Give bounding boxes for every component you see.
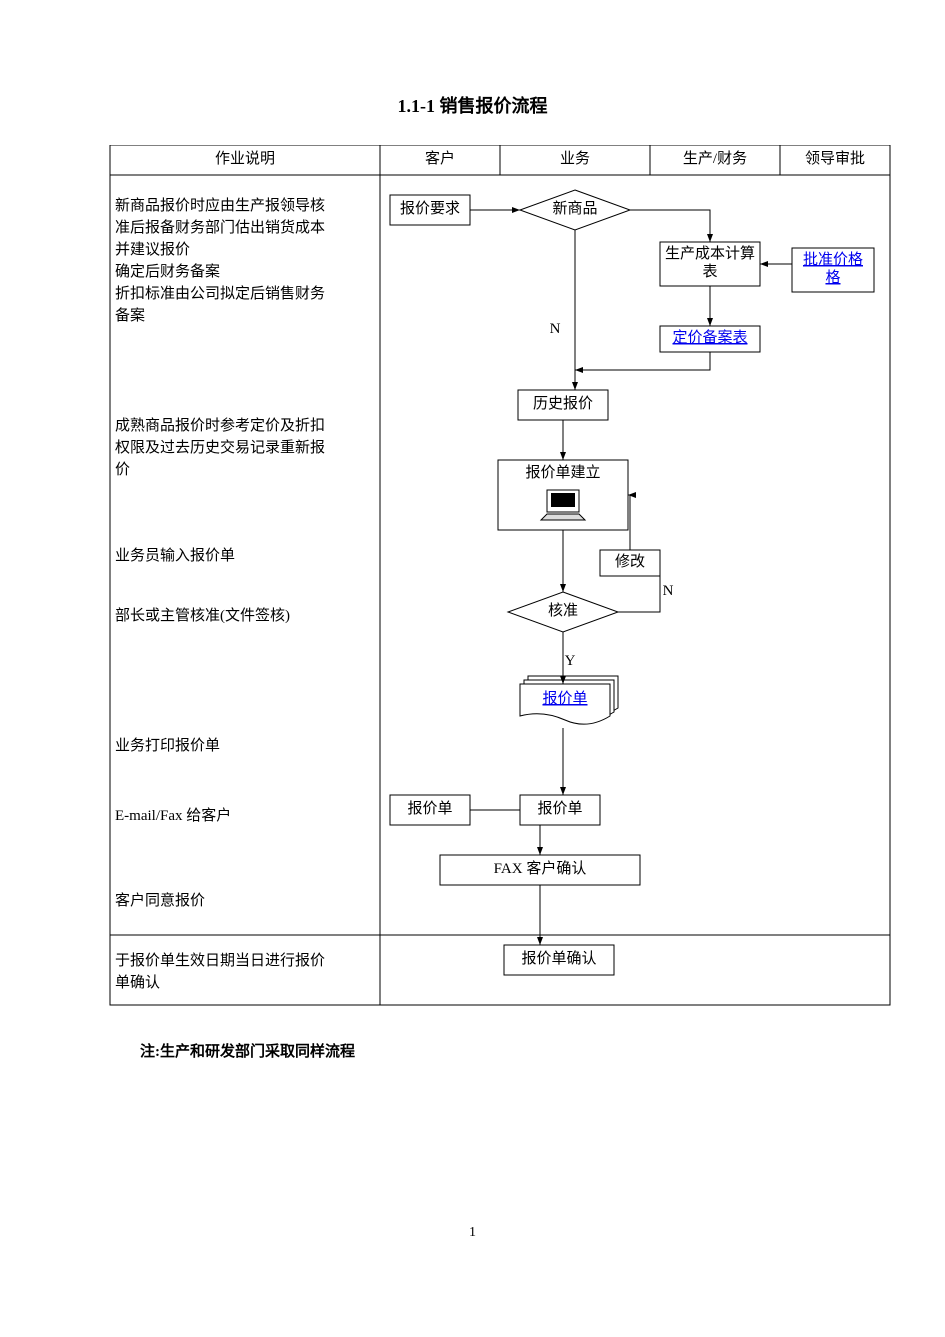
svg-text:生产/财务: 生产/财务 — [683, 150, 747, 167]
svg-text:E-mail/Fax 给客户: E-mail/Fax 给客户 — [115, 807, 231, 824]
svg-text:Y: Y — [565, 653, 576, 669]
svg-text:历史报价: 历史报价 — [533, 395, 593, 412]
svg-text:格: 格 — [825, 269, 840, 286]
svg-text:N: N — [550, 321, 561, 337]
svg-text:N: N — [663, 583, 674, 599]
svg-text:生产成本计算: 生产成本计算 — [665, 244, 755, 262]
svg-text:客户: 客户 — [425, 150, 455, 167]
svg-text:客户同意报价: 客户同意报价 — [115, 891, 205, 909]
svg-text:业务员输入报价单: 业务员输入报价单 — [115, 547, 235, 564]
svg-text:FAX 客户确认: FAX 客户确认 — [494, 860, 587, 877]
page-title: 1.1-1 销售报价流程 — [0, 92, 945, 118]
svg-text:于报价单生效日期当日进行报价单确认: 于报价单生效日期当日进行报价单确认 — [115, 952, 325, 991]
svg-text:新商品: 新商品 — [552, 200, 597, 217]
svg-text:报价单: 报价单 — [407, 800, 452, 817]
footnote: 注:生产和研发部门采取同样流程 — [140, 1040, 355, 1061]
svg-text:报价单: 报价单 — [542, 690, 587, 707]
flowchart: 作业说明 客户 业务 生产/财务 领导审批新商品报价时应由生产报领导核准后报备财务部门估… — [0, 145, 945, 1165]
svg-text:新商品报价时应由生产报领导核准后报备财务部门估出销货成本并建: 新商品报价时应由生产报领导核准后报备财务部门估出销货成本并建议报价确定后财务备案… — [115, 196, 325, 324]
svg-text:领导审批: 领导审批 — [805, 150, 865, 167]
svg-text:业务: 业务 — [560, 150, 590, 167]
svg-text:报价单确认: 报价单确认 — [521, 950, 596, 967]
svg-text:作业说明: 作业说明 — [215, 150, 275, 167]
svg-text:业务打印报价单: 业务打印报价单 — [115, 737, 220, 754]
svg-text:核准: 核准 — [548, 602, 578, 619]
page-number: 1 — [0, 1225, 945, 1241]
svg-text:部长或主管核准(文件签核): 部长或主管核准(文件签核) — [115, 607, 290, 624]
svg-text:报价单建立: 报价单建立 — [525, 464, 600, 481]
svg-text:报价单: 报价单 — [537, 800, 582, 817]
svg-text:修改: 修改 — [615, 553, 645, 570]
svg-text:定价备案表: 定价备案表 — [672, 328, 747, 346]
svg-text:成熟商品报价时参考定价及折扣权限及过去历史交易记录重新报价: 成熟商品报价时参考定价及折扣权限及过去历史交易记录重新报价 — [115, 417, 325, 478]
svg-text:报价要求: 报价要求 — [400, 200, 460, 217]
svg-text:表: 表 — [702, 263, 717, 280]
svg-text:批准价格: 批准价格 — [803, 251, 863, 268]
